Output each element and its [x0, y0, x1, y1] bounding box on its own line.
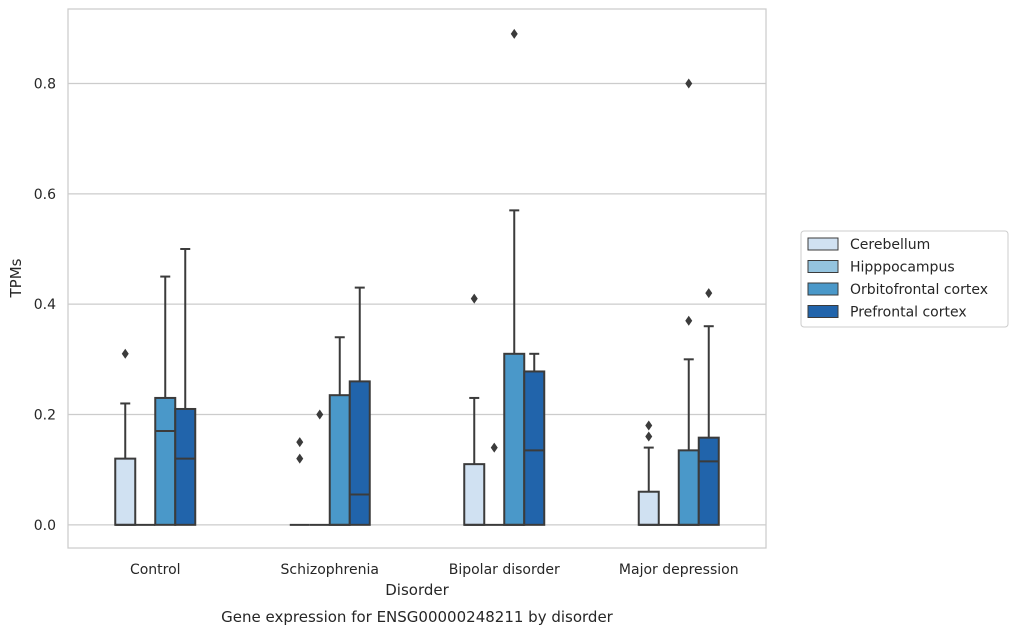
box-body [328, 394, 351, 526]
box-1-0 [289, 437, 310, 526]
box-body [154, 396, 177, 526]
box-body [348, 380, 371, 526]
box-3-2 [677, 78, 700, 526]
box-groups [114, 28, 720, 526]
outlier-point [121, 348, 129, 359]
legend-swatch [807, 305, 839, 318]
y-tick-labels: 0.0 0.2 0.4 0.6 0.8 [34, 76, 56, 533]
outlier-point [645, 420, 653, 431]
box-0-0 [114, 348, 137, 526]
box-1-1 [309, 409, 330, 526]
plot-area-frame [67, 8, 767, 549]
box-body [697, 436, 720, 526]
box-2-2 [503, 28, 526, 526]
box-body [174, 407, 197, 526]
outlier-point [705, 288, 713, 299]
x-axis-title: Disorder [385, 581, 449, 599]
outlier-point [296, 437, 304, 448]
legend-swatch [807, 282, 839, 296]
box-body [637, 490, 660, 526]
outlier-point [490, 442, 498, 453]
x-tick-label: Major depression [619, 562, 739, 578]
outlier-point [645, 431, 653, 442]
legend-frame [800, 230, 1009, 328]
y-tick-label: 0.8 [34, 76, 56, 92]
y-tick-label: 0.4 [34, 297, 56, 313]
legend-label: Orbitofrontal cortex [850, 282, 988, 298]
x-tick-label: Control [130, 562, 181, 578]
y-tick-label: 0.0 [34, 518, 56, 534]
x-tick-labels: Control Schizophrenia Bipolar disorder Majo… [130, 562, 739, 578]
box-3-3 [697, 288, 720, 526]
box-0-3 [174, 247, 197, 526]
outlier-point [316, 409, 324, 420]
box-1-2 [328, 336, 351, 526]
outlier-point [685, 315, 693, 326]
box-2-0 [463, 293, 486, 526]
y-axis-title: TPMs [7, 258, 25, 298]
legend-label: Cerebellum [850, 237, 930, 253]
box-body [503, 352, 526, 526]
outlier-point [685, 78, 693, 89]
x-tick-label: Bipolar disorder [449, 562, 560, 578]
y-tick-label: 0.6 [34, 187, 56, 203]
outlier-point [510, 28, 518, 39]
box-2-3 [523, 352, 546, 526]
legend: Cerebellum Hipppocampus Orbitofrontal cort… [800, 230, 1009, 328]
box-body [463, 463, 486, 526]
legend-label: Prefrontal cortex [850, 305, 967, 321]
box-2-1 [484, 442, 505, 526]
y-tick-label: 0.2 [34, 407, 56, 423]
box-body [523, 370, 546, 526]
box-3-0 [637, 420, 660, 526]
outlier-point [470, 293, 478, 304]
legend-label: Hipppocampus [850, 260, 955, 276]
legend-swatch [807, 260, 839, 273]
box-body [677, 449, 700, 526]
outlier-point [296, 453, 304, 464]
x-tick-label: Schizophrenia [281, 562, 379, 578]
legend-swatch [807, 237, 839, 251]
box-0-2 [154, 275, 177, 526]
box-1-3 [348, 286, 371, 526]
chart-caption: Gene expression for ENSG00000248211 by d… [221, 608, 614, 626]
box-body [114, 457, 137, 526]
